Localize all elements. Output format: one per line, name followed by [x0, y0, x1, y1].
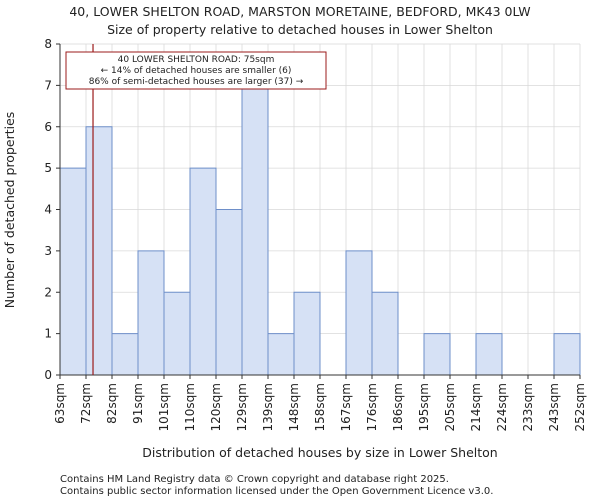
bar-129sqm — [241, 84, 269, 376]
x-tick-label: 82sqm — [105, 383, 119, 424]
y-tick-label: 7 — [44, 78, 52, 92]
y-tick-label: 6 — [44, 120, 52, 134]
y-tick-label: 0 — [44, 368, 52, 382]
bar-120sqm — [215, 209, 243, 376]
x-tick-label: 101sqm — [157, 383, 171, 431]
bar-148sqm — [293, 291, 321, 376]
x-tick-label: 186sqm — [391, 383, 405, 431]
property-marker: 40 LOWER SHELTON ROAD: 75sqm← 14% of det… — [65, 44, 327, 375]
x-tick-label: 139sqm — [261, 383, 275, 431]
bar-110sqm — [189, 167, 217, 376]
x-tick-label: 129sqm — [235, 383, 249, 431]
bar-91sqm — [137, 250, 165, 376]
x-tick-label: 176sqm — [365, 383, 379, 431]
footer-line-1: Contains HM Land Registry data © Crown c… — [60, 474, 449, 485]
y-tick-label: 4 — [44, 203, 52, 217]
annotation-box — [65, 51, 327, 90]
x-tick-label: 158sqm — [313, 383, 327, 431]
x-tick-label: 63sqm — [53, 383, 67, 424]
x-tick-label: 72sqm — [79, 383, 93, 424]
bar-72sqm — [85, 126, 113, 376]
chart-subtitle: Size of property relative to detached ho… — [107, 22, 493, 37]
x-tick-label: 205sqm — [443, 383, 457, 431]
y-tick-label: 2 — [44, 285, 52, 299]
x-tick-label: 233sqm — [521, 383, 535, 431]
chart-title: 40, LOWER SHELTON ROAD, MARSTON MORETAIN… — [69, 4, 530, 19]
annotation-line: 86% of semi-detached houses are larger (… — [89, 77, 304, 87]
y-tick-label: 3 — [44, 244, 52, 258]
annotation-line: ← 14% of detached houses are smaller (6) — [101, 66, 292, 76]
bars — [59, 84, 581, 376]
x-tick-labels: 63sqm 72sqm 82sqm 91sqm 101sqm 110sqm 120sqm 12… — [53, 383, 587, 431]
y-axis-label: Number of detached properties — [2, 112, 17, 309]
x-tick-label: 167sqm — [339, 383, 353, 431]
x-tick-label: 195sqm — [417, 383, 431, 431]
x-tick-label: 91sqm — [131, 383, 145, 424]
x-tick-label: 148sqm — [287, 383, 301, 431]
bar-82sqm — [111, 333, 139, 376]
bar-214sqm — [475, 333, 503, 376]
x-tick-label: 243sqm — [547, 383, 561, 431]
y-tick-label: 8 — [44, 37, 52, 51]
footer-line-2: Contains public sector information licen… — [60, 486, 493, 497]
x-tick-label: 110sqm — [183, 383, 197, 431]
x-axis-label: Distribution of detached houses by size … — [142, 445, 497, 460]
bar-243sqm — [553, 333, 581, 376]
bar-139sqm — [267, 333, 295, 376]
bar-195sqm — [423, 333, 451, 376]
annotation-line: 40 LOWER SHELTON ROAD: 75sqm — [118, 55, 275, 65]
y-tick-labels: 0 1 2 3 4 5 6 7 8 — [44, 37, 52, 382]
x-tick-label: 252sqm — [573, 383, 587, 431]
y-tick-label: 1 — [44, 327, 52, 341]
x-tick-label: 224sqm — [495, 383, 509, 431]
y-tick-label: 5 — [44, 161, 52, 175]
x-tick-label: 120sqm — [209, 383, 223, 431]
bar-176sqm — [371, 291, 399, 376]
bar-167sqm — [345, 250, 373, 376]
bar-63sqm — [59, 167, 87, 376]
bar-101sqm — [163, 291, 191, 376]
axes — [56, 43, 581, 379]
x-tick-label: 214sqm — [469, 383, 483, 431]
